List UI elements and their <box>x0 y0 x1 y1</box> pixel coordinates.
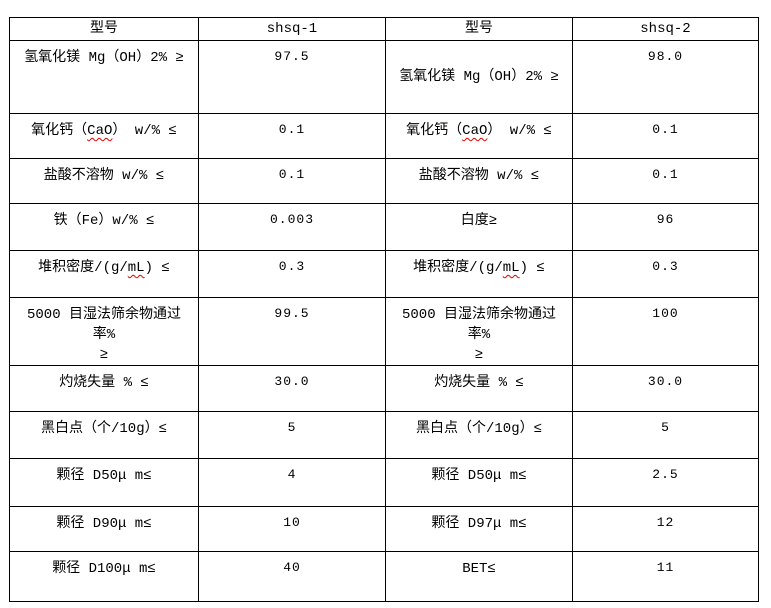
table-row: 颗径 D50μ m≤ 4 颗径 D50μ m≤ 2.5 <box>9 458 759 507</box>
spellcheck-wavy-underline: mL <box>127 260 145 276</box>
param-name-cell: 黑白点（个/10g）≤ <box>385 411 573 459</box>
param-name-cell: 颗径 D97μ m≤ <box>385 506 573 552</box>
param-name-cell: 氢氧化镁 Mg（OH）2% ≥ <box>9 40 199 114</box>
param-value-cell: 4 <box>198 458 386 507</box>
param-value-cell: 98.0 <box>572 40 759 114</box>
table-row: 黑白点（个/10g）≤ 5 黑白点（个/10g）≤ 5 <box>9 411 759 459</box>
param-value-cell: 97.5 <box>198 40 386 114</box>
table-row: 氧化钙（CaO） w/% ≤0.1 氧化钙（CaO） w/% ≤0.1 <box>9 113 759 159</box>
table-row: 5000 目湿法筛余物通过率% ≥99.5 5000 目湿法筛余物通过率% ≥10… <box>9 297 759 366</box>
param-name-cell: 铁（Fe）w/% ≤ <box>9 203 199 251</box>
spellcheck-wavy-underline: CaO <box>462 123 488 139</box>
param-value-cell: 40 <box>198 551 386 602</box>
param-value-cell: 96 <box>572 203 759 251</box>
param-header-cell: 型号 <box>385 17 573 41</box>
table-row: 堆积密度/(g/mL) ≤0.3 堆积密度/(g/mL) ≤0.3 <box>9 250 759 298</box>
param-value-cell: 30.0 <box>198 365 386 412</box>
table-header-row: 型号 shsq-1 型号 shsq-2 <box>9 17 759 41</box>
table-row: 铁（Fe）w/% ≤0.003 白度≥ 96 <box>9 203 759 251</box>
param-name-cell: 氢氧化镁 Mg（OH）2% ≥ <box>385 40 573 114</box>
param-name-cell: 白度≥ <box>385 203 573 251</box>
param-value-cell: 0.1 <box>198 158 386 204</box>
param-name-cell: 堆积密度/(g/mL) ≤ <box>385 250 573 298</box>
param-value-cell: 0.1 <box>572 113 759 159</box>
table-row: 颗径 D90μ m≤ 10 颗径 D97μ m≤ 12 <box>9 506 759 552</box>
param-value-cell: 30.0 <box>572 365 759 412</box>
param-value-cell: 0.003 <box>198 203 386 251</box>
spellcheck-wavy-underline: CaO <box>87 123 113 139</box>
param-value-cell: 0.3 <box>572 250 759 298</box>
param-name-cell: 氧化钙（CaO） w/% ≤ <box>9 113 199 159</box>
param-name-cell: 盐酸不溶物 w/% ≤ <box>385 158 573 204</box>
param-value-cell: 0.3 <box>198 250 386 298</box>
param-value-cell: 2.5 <box>572 458 759 507</box>
param-value-cell: 0.1 <box>198 113 386 159</box>
param-value-cell: 5 <box>198 411 386 459</box>
param-value-cell: 10 <box>198 506 386 552</box>
table-row: 盐酸不溶物 w/% ≤0.1 盐酸不溶物 w/% ≤0.1 <box>9 158 759 204</box>
param-name-cell: 颗径 D50μ m≤ <box>9 458 199 507</box>
model-name-header: shsq-1 <box>198 17 386 41</box>
spellcheck-wavy-underline: mL <box>502 260 520 276</box>
param-value-cell: 0.1 <box>572 158 759 204</box>
param-name-cell: 颗径 D50μ m≤ <box>385 458 573 507</box>
param-name-cell: 盐酸不溶物 w/% ≤ <box>9 158 199 204</box>
param-name-cell: BET≤ <box>385 551 573 602</box>
param-value-cell: 99.5 <box>198 297 386 366</box>
model-name-header: shsq-2 <box>572 17 759 41</box>
param-name-cell: 灼烧失量 % ≤ <box>385 365 573 412</box>
table-row: 灼烧失量 % ≤30.0 灼烧失量 % ≤30.0 <box>9 365 759 412</box>
param-value-cell: 100 <box>572 297 759 366</box>
param-name-cell: 灼烧失量 % ≤ <box>9 365 199 412</box>
table-body: 氢氧化镁 Mg（OH）2% ≥97.5 氢氧化镁 Mg（OH）2% ≥98.0 氧化… <box>9 40 759 602</box>
param-name-cell: 堆积密度/(g/mL) ≤ <box>9 250 199 298</box>
param-value-cell: 12 <box>572 506 759 552</box>
param-value-cell: 5 <box>572 411 759 459</box>
param-name-cell: 5000 目湿法筛余物通过率% ≥ <box>385 297 573 366</box>
param-name-cell: 颗径 D90μ m≤ <box>9 506 199 552</box>
param-name-cell: 颗径 D100μ m≤ <box>9 551 199 602</box>
table-row: 颗径 D100μ m≤ 40 BET≤ 11 <box>9 551 759 602</box>
param-name-cell: 5000 目湿法筛余物通过率% ≥ <box>9 297 199 366</box>
param-name-cell: 黑白点（个/10g）≤ <box>9 411 199 459</box>
table-row: 氢氧化镁 Mg（OH）2% ≥97.5 氢氧化镁 Mg（OH）2% ≥98.0 <box>9 40 759 114</box>
product-spec-table: 型号 shsq-1 型号 shsq-2 氢氧化镁 Mg（OH）2% ≥97.5 氢氧化镁… <box>9 17 759 602</box>
param-header-cell: 型号 <box>9 17 199 41</box>
param-value-cell: 11 <box>572 551 759 602</box>
param-name-cell: 氧化钙（CaO） w/% ≤ <box>385 113 573 159</box>
